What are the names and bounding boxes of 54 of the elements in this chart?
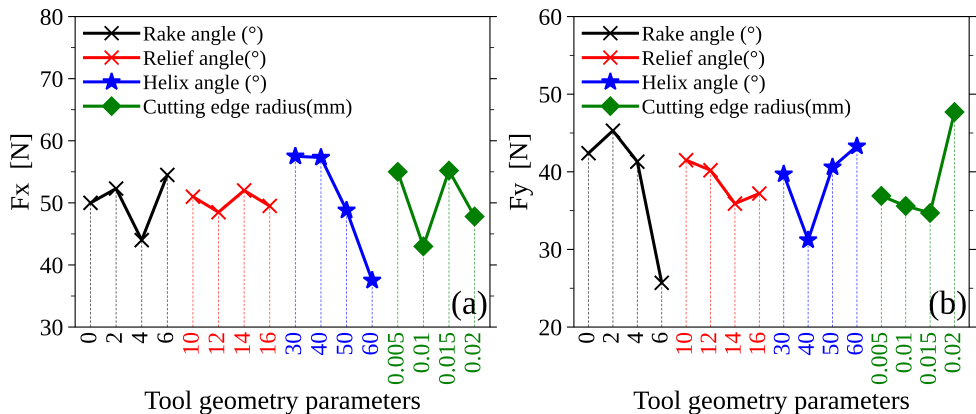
y-tick-label: 80 (40, 9, 62, 25)
x-tick-label: 50 (822, 332, 838, 354)
x-tick-label: 4 (132, 332, 148, 344)
x-tick-label: 10 (182, 332, 199, 354)
annotation: (b) (930, 290, 966, 321)
x-tick-label: 0.015 (920, 332, 936, 384)
y-tick-label: 50 (540, 86, 562, 103)
x-tick-label: 2 (602, 333, 619, 343)
legend-label: Cutting edge radius(mm) (144, 99, 352, 118)
x-tick-label: 16 (260, 332, 276, 354)
legend-label: Relief angle(°) (642, 50, 764, 70)
x-tick-label: 6 (157, 332, 174, 343)
y-tick-label: 60 (539, 9, 562, 25)
x-tick-label: 2 (106, 333, 122, 343)
x-tick-label: 0.02 (464, 333, 481, 372)
x-tick-label: 0.01 (413, 333, 430, 372)
x-tick-label: 0.015 (438, 332, 455, 384)
legend-label: Rake angle (°) (143, 26, 262, 46)
x-tick-label: 0.005 (871, 332, 888, 384)
x-tick-label: 14 (725, 332, 741, 354)
annotation: (a) (452, 290, 486, 321)
x-tick-label: 6 (652, 332, 668, 343)
x-tick-label: 30 (774, 332, 790, 354)
y-axis-title: Fx [N] (10, 134, 32, 210)
legend-label: Rake angle (°) (642, 26, 762, 46)
y-tick-label: 40 (40, 257, 62, 274)
x-tick-label: 0 (80, 332, 96, 343)
x-tick-label: 4 (627, 332, 644, 344)
y-tick-label: 20 (540, 320, 562, 336)
x-tick-label: 0.02 (944, 333, 961, 372)
legend-label: Helix angle (°) (642, 74, 765, 94)
y-tick-label: 70 (41, 71, 62, 88)
x-tick-label: 0.01 (896, 333, 912, 372)
x-tick-label: 60 (362, 332, 378, 355)
legend-label: Cutting edge radius(mm) (642, 99, 850, 118)
x-tick-label: 0.005 (388, 332, 404, 384)
y-tick-label: 60 (40, 133, 62, 150)
y-axis-title: Fy [N] (508, 134, 533, 210)
x-tick-label: 12 (700, 333, 716, 354)
y-tick-label: 30 (540, 242, 562, 258)
legend-label: Relief angle(°) (143, 50, 266, 70)
x-tick-label: 12 (208, 333, 224, 354)
x-tick-label: 14 (234, 332, 250, 354)
x-tick-label: 40 (310, 332, 327, 356)
x-tick-label: 50 (336, 332, 352, 354)
legend-label: Helix angle (°) (143, 74, 266, 94)
y-tick-label: 40 (538, 164, 562, 180)
x-tick-label: 16 (749, 332, 766, 354)
x-tick-label: 60 (846, 332, 863, 355)
x-tick-label: 10 (676, 332, 692, 354)
x-tick-label: 0 (578, 332, 594, 343)
x-tick-label: 30 (285, 332, 302, 354)
x-tick-label: 40 (798, 332, 814, 356)
y-tick-label: 50 (41, 195, 62, 212)
